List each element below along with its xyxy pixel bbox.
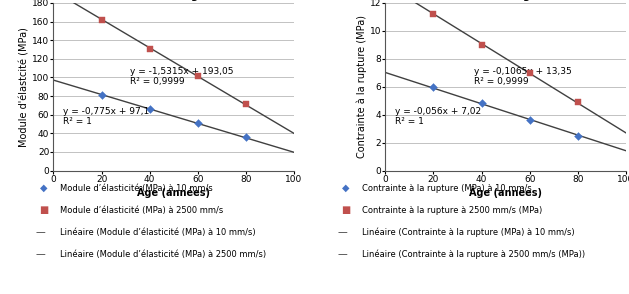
X-axis label: Âge (années): Âge (années) xyxy=(137,186,210,198)
Point xyxy=(96,17,106,22)
Point xyxy=(525,70,535,75)
Point xyxy=(573,100,583,104)
Text: Contrainte à la rupture (MPa) à 10 mm/s: Contrainte à la rupture (MPa) à 10 mm/s xyxy=(362,184,532,193)
Text: y = -0,056x + 7,02
R² = 1: y = -0,056x + 7,02 R² = 1 xyxy=(395,107,481,126)
Title: Évolution de la contrainte à la rupture de l'os
trabéculaire selon l'âge et la v: Évolution de la contrainte à la rupture … xyxy=(371,0,629,1)
Point xyxy=(145,46,155,51)
Text: Linéaire (Module d’élasticité (MPa) à 2500 mm/s): Linéaire (Module d’élasticité (MPa) à 25… xyxy=(60,250,266,259)
Point xyxy=(525,118,535,123)
Title: Évolution du module d'élasticité de l'os
trabéculaire selon l'âge et la vitesse: Évolution du module d'élasticité de l'os… xyxy=(57,0,290,1)
X-axis label: Âge (années): Âge (années) xyxy=(469,186,542,198)
Text: —: — xyxy=(36,249,46,259)
Text: Linéaire (Contrainte à la rupture (MPa) à 10 mm/s): Linéaire (Contrainte à la rupture (MPa) … xyxy=(362,228,574,237)
Point xyxy=(573,133,583,138)
Point xyxy=(192,74,203,79)
Point xyxy=(192,121,203,126)
Text: y = -1,5315x + 193,05
R² = 0,9999: y = -1,5315x + 193,05 R² = 0,9999 xyxy=(130,67,234,86)
Text: Module d’élasticité (MPa) à 10 mm/s: Module d’élasticité (MPa) à 10 mm/s xyxy=(60,184,213,193)
Text: ◆: ◆ xyxy=(342,183,350,193)
Point xyxy=(428,84,438,89)
Point xyxy=(241,135,251,139)
Point xyxy=(145,107,155,111)
Point xyxy=(428,12,438,16)
Point xyxy=(477,101,487,106)
Text: Module d’élasticité (MPa) à 2500 mm/s: Module d’élasticité (MPa) à 2500 mm/s xyxy=(60,206,223,215)
Text: —: — xyxy=(338,249,348,259)
Text: Linéaire (Contrainte à la rupture à 2500 mm/s (MPa)): Linéaire (Contrainte à la rupture à 2500… xyxy=(362,250,585,259)
Text: —: — xyxy=(338,227,348,237)
Text: y = -0,1065x + 13,35
R² = 0,9999: y = -0,1065x + 13,35 R² = 0,9999 xyxy=(474,67,572,86)
Y-axis label: Contrainte à la rupture (MPa): Contrainte à la rupture (MPa) xyxy=(357,15,367,158)
Text: Contrainte à la rupture à 2500 mm/s (MPa): Contrainte à la rupture à 2500 mm/s (MPa… xyxy=(362,206,542,215)
Text: y = -0,775x + 97,1
R² = 1: y = -0,775x + 97,1 R² = 1 xyxy=(63,107,149,126)
Text: —: — xyxy=(36,227,46,237)
Point xyxy=(477,42,487,47)
Text: ■: ■ xyxy=(342,205,350,215)
Text: ■: ■ xyxy=(40,205,48,215)
Y-axis label: Module d'élastcité (MPa): Module d'élastcité (MPa) xyxy=(19,27,30,147)
Point xyxy=(96,93,106,98)
Text: Linéaire (Module d’élasticité (MPa) à 10 mm/s): Linéaire (Module d’élasticité (MPa) à 10… xyxy=(60,228,255,237)
Point xyxy=(241,102,251,107)
Text: ◆: ◆ xyxy=(40,183,48,193)
